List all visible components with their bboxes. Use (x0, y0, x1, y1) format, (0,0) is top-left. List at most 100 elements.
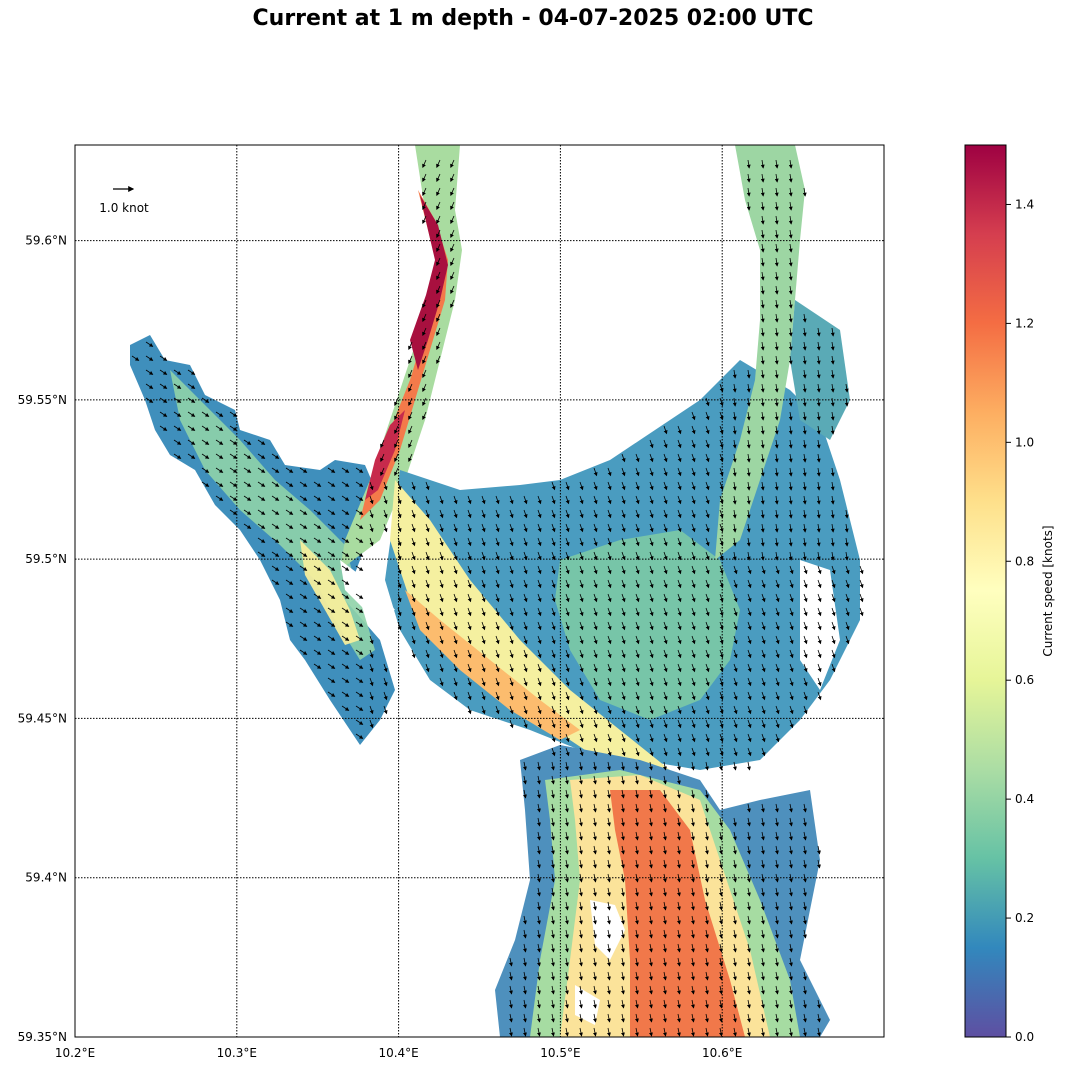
current-vector (733, 593, 738, 603)
current-vector (327, 607, 336, 613)
current-vector (355, 621, 364, 627)
current-vector (677, 537, 682, 547)
current-vector (450, 257, 455, 267)
current-vector (422, 355, 427, 365)
current-vector (760, 215, 765, 225)
current-vector (551, 719, 556, 729)
current-vector (579, 691, 584, 701)
current-vector (411, 621, 416, 631)
current-vector (691, 481, 696, 491)
current-vector (593, 691, 598, 701)
current-vector (481, 677, 486, 687)
current-vector (341, 593, 350, 599)
current-vector (523, 495, 528, 505)
current-vector (802, 187, 807, 197)
lon-tick-label: 10.2°E (55, 1046, 95, 1060)
current-vector (467, 551, 472, 561)
current-vector (607, 719, 612, 729)
current-vector (327, 579, 336, 585)
current-vector (760, 453, 765, 463)
current-vector (663, 663, 668, 673)
current-vector (215, 439, 224, 445)
current-vector (831, 607, 836, 617)
current-vector (383, 509, 388, 519)
current-vector (436, 187, 441, 197)
current-vector (551, 691, 556, 701)
current-vector (579, 523, 584, 533)
current-vector (691, 621, 696, 631)
current-vector (509, 565, 514, 575)
current-vector (817, 677, 822, 687)
current-vector-field (131, 159, 864, 1037)
current-vector (775, 705, 780, 715)
current-vector (788, 215, 793, 225)
current-vector (408, 411, 413, 421)
current-vector (593, 495, 598, 505)
current-vector (817, 621, 822, 631)
current-vector (271, 565, 280, 571)
current-vector (467, 495, 472, 505)
current-vector (537, 705, 542, 715)
current-vector (481, 607, 486, 617)
current-vector (383, 663, 388, 673)
current-vector (537, 663, 542, 673)
current-vector (746, 453, 751, 463)
current-vector (705, 551, 710, 561)
current-vector (579, 481, 584, 491)
current-vector (145, 383, 154, 389)
current-vector (495, 593, 500, 603)
current-vector (450, 187, 455, 197)
current-vector (789, 663, 794, 673)
current-vector (677, 551, 682, 561)
current-vector (201, 425, 210, 431)
current-vector (788, 537, 793, 547)
current-vector (341, 705, 350, 711)
current-vector (436, 327, 441, 337)
current-vector (551, 621, 556, 631)
current-vector (802, 411, 807, 421)
current-vector (788, 327, 793, 337)
current-vector (229, 411, 238, 417)
current-vector (411, 649, 416, 659)
current-vector (436, 243, 441, 253)
current-vector (369, 635, 374, 645)
current-vector (774, 187, 779, 197)
current-vector (397, 565, 402, 575)
current-vector (509, 593, 514, 603)
current-vector (565, 565, 570, 575)
current-vector (691, 411, 696, 421)
current-vector (830, 411, 835, 421)
current-vector (746, 187, 751, 197)
current-vector (705, 397, 710, 407)
island-west (340, 560, 395, 615)
current-vector (439, 677, 444, 687)
current-vector (313, 551, 322, 557)
current-vector (803, 691, 808, 701)
current-vector (422, 313, 427, 323)
current-vector (422, 327, 427, 337)
lon-tick-label: 10.3°E (217, 1046, 257, 1060)
current-vector (436, 215, 441, 225)
current-vector (369, 649, 374, 659)
current-vector (774, 215, 779, 225)
current-vector (187, 369, 196, 375)
current-vector (649, 565, 654, 575)
current-vector (341, 481, 350, 487)
current-vector (201, 467, 210, 473)
current-vector (467, 691, 472, 701)
current-vector (649, 481, 654, 491)
current-vector (691, 425, 696, 435)
current-vector (760, 481, 765, 491)
current-vector (173, 425, 182, 431)
current-vector (788, 411, 793, 421)
current-vector (621, 481, 626, 491)
current-vector (691, 453, 696, 463)
current-vector (369, 705, 374, 715)
current-vector (159, 425, 168, 431)
current-vector (774, 229, 779, 239)
current-vector (523, 593, 528, 603)
current-vector (774, 355, 779, 365)
current-vector (313, 579, 322, 585)
current-vector (411, 607, 416, 617)
current-vector (733, 635, 738, 645)
